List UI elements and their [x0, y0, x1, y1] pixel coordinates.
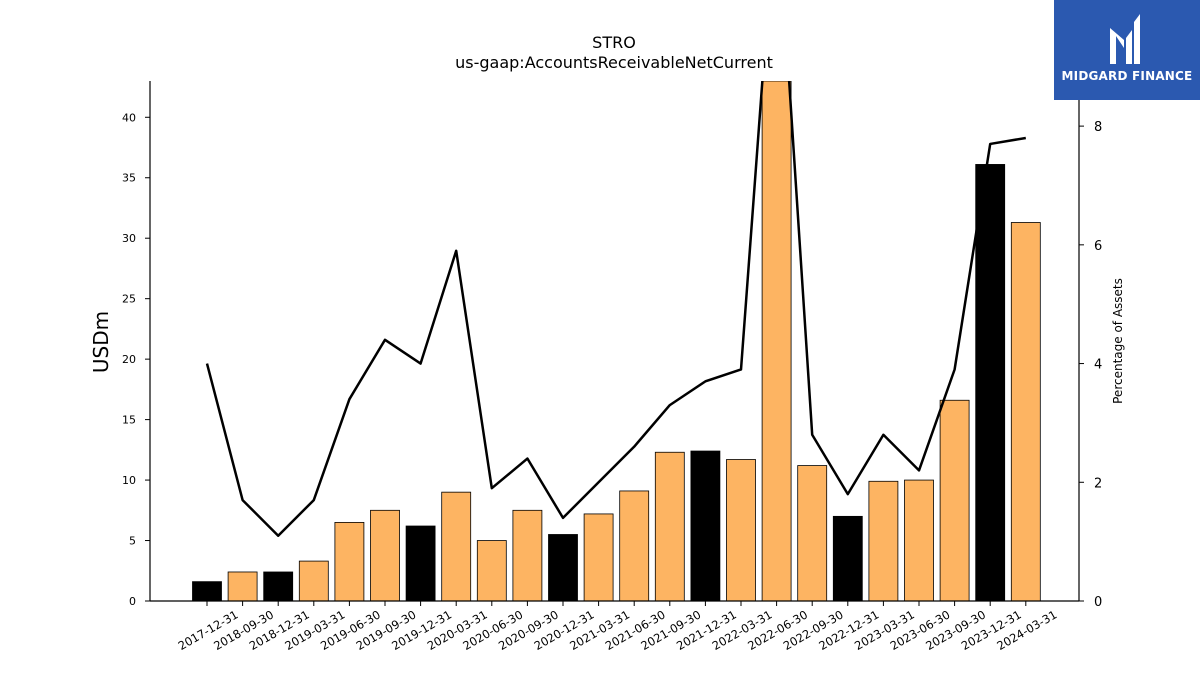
- brand-logo-text: MIDGARD FINANCE: [1061, 69, 1193, 83]
- y2-tick-label: 6: [1094, 239, 1102, 254]
- brand-logo: MIDGARD FINANCE: [1054, 0, 1200, 100]
- y-tick-label: 40: [122, 111, 136, 124]
- y2-axis-label: Percentage of Assets: [1111, 278, 1125, 404]
- bar: [263, 571, 294, 601]
- y2-tick-label: 2: [1094, 476, 1102, 491]
- bar: [227, 571, 258, 601]
- bar: [761, 81, 792, 601]
- bar: [690, 450, 721, 601]
- midgard-logo-icon: [1110, 14, 1140, 64]
- y-tick-label: 20: [122, 353, 136, 366]
- bar: [334, 521, 365, 601]
- bar: [939, 399, 970, 601]
- y2-tick-label: 8: [1094, 120, 1102, 135]
- y2-tick-label: 4: [1094, 358, 1102, 373]
- bar: [370, 509, 400, 601]
- bar: [1010, 222, 1041, 601]
- percentage-line: [205, 81, 1027, 537]
- bar: [548, 534, 578, 601]
- bar: [619, 490, 650, 601]
- y-tick-label: 5: [129, 535, 136, 548]
- bar: [868, 480, 899, 601]
- bar: [192, 581, 222, 601]
- bar: [405, 525, 436, 601]
- bar: [904, 479, 934, 601]
- bar: [797, 465, 828, 601]
- y-tick-label: 10: [122, 474, 136, 487]
- chart-subtitle: us-gaap:AccountsReceivableNetCurrent: [455, 53, 773, 72]
- chart-title: STRO: [592, 33, 636, 52]
- bar: [583, 513, 614, 601]
- bar: [832, 515, 863, 601]
- bar: [512, 509, 543, 601]
- y-tick-label: 30: [122, 232, 136, 245]
- bar: [441, 491, 472, 601]
- y-tick-label: 35: [122, 172, 136, 185]
- y-tick-label: 15: [122, 414, 136, 427]
- y-tick-label: 25: [122, 293, 136, 306]
- bar: [476, 540, 507, 601]
- y-tick-label: 0: [129, 595, 136, 608]
- y2-tick-label: 0: [1094, 595, 1102, 610]
- bar: [654, 451, 685, 601]
- y-axis-label: USDm: [89, 311, 113, 373]
- bar: [298, 560, 329, 601]
- bar: [726, 459, 756, 601]
- bar: [975, 164, 1006, 601]
